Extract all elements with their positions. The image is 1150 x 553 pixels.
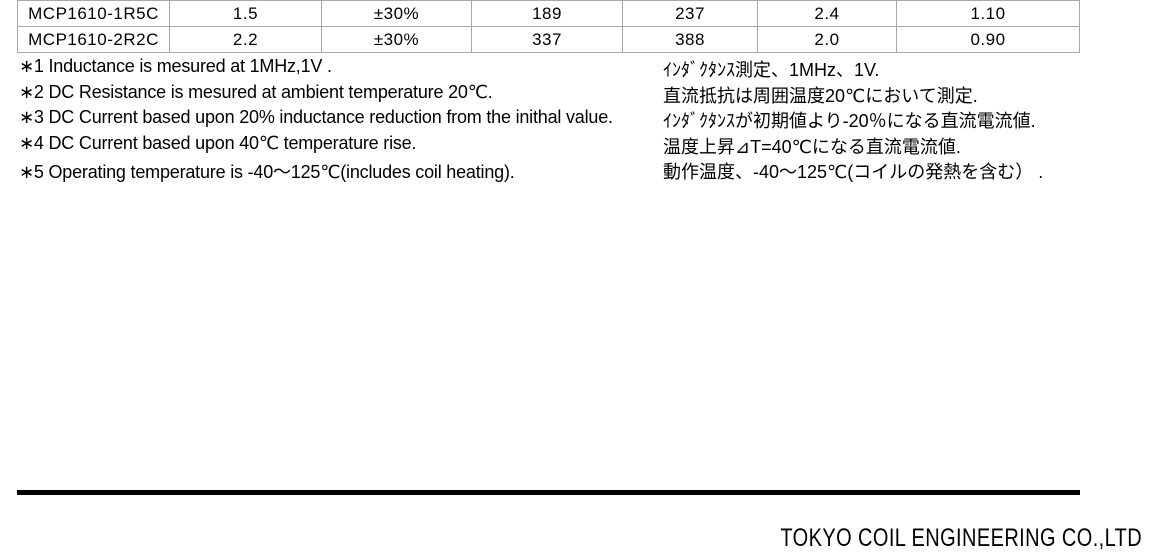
- footnote-3: ∗3 DC Current based upon 20% inductance …: [17, 107, 1133, 133]
- cell-tolerance: ±30%: [321, 26, 472, 53]
- footer-divider-line: [17, 490, 1080, 495]
- table-row: MCP1610-1R5C 1.5 ±30% 189 237 2.4 1.10: [17, 0, 1080, 27]
- cell-part-number: MCP1610-1R5C: [17, 0, 170, 27]
- footnote-1-english: ∗1 Inductance is mesured at 1MHz,1V .: [19, 56, 332, 76]
- cell-inductance: 2.2: [169, 26, 322, 53]
- footnotes: ∗1 Inductance is mesured at 1MHz,1V . ｲﾝ…: [17, 56, 1133, 184]
- footnote-4-japanese: 温度上昇⊿T=40℃になる直流電流値.: [663, 136, 961, 157]
- cell-dc-current-2: 0.90: [896, 26, 1080, 53]
- footnote-5: ∗5 Operating temperature is -40～125℃(inc…: [17, 158, 1133, 184]
- footnote-4: ∗4 DC Current based upon 40℃ temperature…: [17, 133, 1133, 159]
- cell-tolerance: ±30%: [321, 0, 472, 27]
- cell-dc-resistance-typ: 337: [471, 26, 623, 53]
- footnote-5-english: ∗5 Operating temperature is -40～125℃(inc…: [19, 162, 515, 183]
- cell-dc-resistance-max: 388: [622, 26, 758, 53]
- cell-dc-current-1: 2.0: [757, 26, 897, 53]
- footnote-2: ∗2 DC Resistance is mesured at ambient t…: [17, 82, 1133, 108]
- cell-inductance: 1.5: [169, 0, 322, 27]
- spec-table: MCP1610-1R5C 1.5 ±30% 189 237 2.4 1.10 M…: [17, 0, 1080, 53]
- footnote-4-english: ∗4 DC Current based upon 40℃ temperature…: [19, 132, 417, 153]
- cell-dc-resistance-max: 237: [622, 0, 758, 27]
- footnote-2-japanese: 直流抵抗は周囲温度20℃において測定.: [663, 85, 978, 106]
- footnote-3-english: ∗3 DC Current based upon 20% inductance …: [19, 107, 613, 128]
- company-name: TOKYO COIL ENGINEERING CO.,LTD: [780, 524, 1142, 552]
- cell-dc-current-1: 2.4: [757, 0, 897, 27]
- footnote-1: ∗1 Inductance is mesured at 1MHz,1V . ｲﾝ…: [17, 56, 1133, 82]
- cell-part-number: MCP1610-2R2C: [17, 26, 170, 53]
- footnote-1-japanese: ｲﾝﾀﾞｸﾀﾝｽ測定、1MHz、1V.: [663, 60, 880, 80]
- cell-dc-resistance-typ: 189: [471, 0, 623, 27]
- footnote-5-japanese: 動作温度、-40～125℃(コイルの発熱を含む） .: [663, 162, 1044, 183]
- table-row: MCP1610-2R2C 2.2 ±30% 337 388 2.0 0.90: [17, 26, 1080, 53]
- footnote-3-japanese: ｲﾝﾀﾞｸﾀﾝｽが初期値より-20％になる直流電流値.: [663, 111, 1036, 132]
- footnote-2-english: ∗2 DC Resistance is mesured at ambient t…: [19, 81, 493, 102]
- cell-dc-current-2: 1.10: [896, 0, 1080, 27]
